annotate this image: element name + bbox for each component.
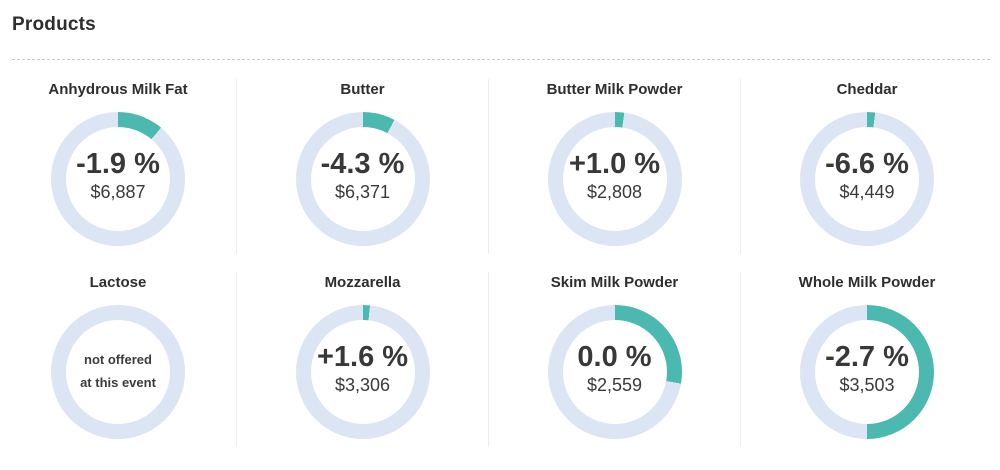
donut-center: not offered at this event — [66, 320, 170, 424]
not-offered-line2: at this event — [80, 375, 156, 390]
product-title: Skim Milk Powder — [550, 274, 679, 291]
donut-chart: not offered at this event — [51, 305, 185, 439]
donut-center: +1.0 % $2,808 — [562, 127, 667, 231]
donut-chart: 0.0 % $2,559 — [547, 305, 682, 439]
donut-chart: -4.3 % $6,371 — [295, 112, 430, 246]
percent-change: +1.0 % — [568, 147, 661, 180]
product-card-skim-milk-powder: Skim Milk Powder 0.0 % $2,559 — [489, 272, 741, 447]
not-offered-note: not offered at this event — [80, 349, 156, 395]
price-value: $3,503 — [839, 375, 895, 396]
product-title: Butter Milk Powder — [546, 81, 683, 98]
dashed-divider — [12, 59, 990, 60]
donut-chart: -1.9 % $6,887 — [51, 112, 185, 246]
donut-center: -2.7 % $3,503 — [815, 320, 919, 424]
percent-change: +1.6 % — [316, 340, 409, 373]
percent-change: -6.6 % — [825, 147, 909, 180]
price-value: $6,887 — [90, 182, 146, 203]
price-value: $4,449 — [839, 182, 895, 203]
donut-center: -6.6 % $4,449 — [815, 127, 919, 231]
product-title: Anhydrous Milk Fat — [48, 81, 188, 98]
product-grid: Anhydrous Milk Fat -1.9 % $6,887 Butter … — [0, 79, 1000, 447]
price-value: $6,371 — [334, 182, 391, 203]
not-offered-line1: not offered — [84, 352, 152, 368]
product-card-mozzarella: Mozzarella +1.6 % $3,306 — [237, 272, 489, 447]
product-title: Butter — [340, 81, 385, 98]
product-card-butter: Butter -4.3 % $6,371 — [237, 79, 489, 254]
price-value: $2,808 — [586, 182, 643, 203]
price-value: $2,559 — [586, 375, 643, 396]
product-card-anhydrous-milk-fat: Anhydrous Milk Fat -1.9 % $6,887 — [0, 79, 237, 254]
page-title: Products — [12, 14, 96, 35]
donut-chart: -6.6 % $4,449 — [800, 112, 934, 246]
product-title: Mozzarella — [324, 274, 401, 291]
donut-chart: +1.6 % $3,306 — [295, 305, 430, 439]
donut-chart: +1.0 % $2,808 — [547, 112, 682, 246]
percent-change: -1.9 % — [76, 147, 160, 180]
donut-center: +1.6 % $3,306 — [310, 320, 415, 424]
product-card-butter-milk-powder: Butter Milk Powder +1.0 % $2,808 — [489, 79, 741, 254]
product-card-lactose: Lactose not offered at this event — [0, 272, 237, 447]
percent-change: -4.3 % — [320, 147, 405, 180]
product-title: Whole Milk Powder — [798, 274, 936, 291]
product-title: Lactose — [89, 274, 147, 291]
product-card-whole-milk-powder: Whole Milk Powder -2.7 % $3,503 — [741, 272, 993, 447]
product-title: Cheddar — [836, 81, 898, 98]
products-panel: Products Anhydrous Milk Fat -1.9 % $6,88… — [0, 14, 1000, 470]
percent-change: -2.7 % — [825, 340, 909, 373]
donut-center: -1.9 % $6,887 — [66, 127, 170, 231]
donut-center: 0.0 % $2,559 — [562, 320, 667, 424]
product-card-cheddar: Cheddar -6.6 % $4,449 — [741, 79, 993, 254]
donut-center: -4.3 % $6,371 — [310, 127, 415, 231]
price-value: $3,306 — [334, 375, 391, 396]
percent-change: 0.0 % — [577, 340, 652, 373]
donut-chart: -2.7 % $3,503 — [800, 305, 934, 439]
